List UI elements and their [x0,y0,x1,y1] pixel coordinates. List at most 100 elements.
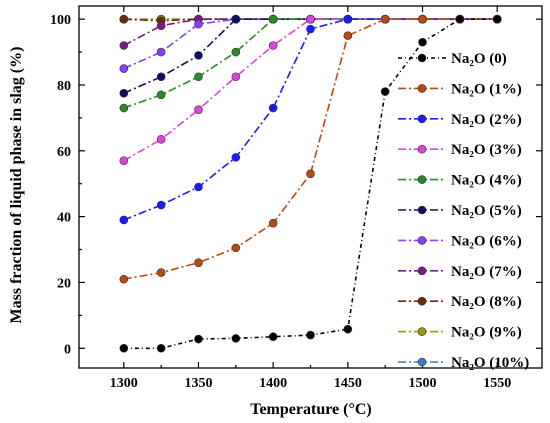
data-point [231,72,241,82]
x-tick-label: 1350 [184,376,212,391]
data-point [119,274,129,284]
data-point [380,14,390,24]
data-point [156,343,166,353]
data-point [119,41,129,50]
legend-item: Na₂O (2%) [398,112,522,128]
legend-label: Na₂O (2%) [451,112,522,128]
series-3 [119,14,502,165]
legend-item: Na₂O (5%) [398,203,522,219]
data-point [194,182,203,192]
legend-item: Na₂O (1%) [398,81,522,97]
legend-marker [417,53,427,63]
data-point [156,90,166,100]
x-tick-label: 1450 [334,376,362,391]
legend-marker [417,84,427,93]
legend-marker [417,266,427,276]
legend-item: Na₂O (10%) [398,355,529,371]
y-tick-label: 40 [57,211,71,226]
series-2 [119,14,502,225]
legend-label: Na₂O (8%) [451,294,522,310]
series-line [123,18,498,350]
legend-label: Na₂O (3%) [451,142,522,158]
legend-label: Na₂O (1%) [451,81,522,97]
legend-marker [417,296,427,306]
data-point [268,332,278,342]
data-point [194,72,203,82]
data-point [156,268,166,277]
data-point [194,334,203,344]
data-point [156,134,166,144]
axes-layer: 1300 1350 1400 1450 1500 1550 0 20 40 60 80 100 [50,5,543,391]
data-point [119,103,129,113]
data-point [343,31,353,40]
data-point [156,47,166,57]
data-point [156,200,166,210]
data-point [306,169,315,179]
data-point [268,218,278,228]
y-tick-label: 60 [57,145,71,160]
legend-label: Na₂O (10%) [451,355,529,371]
series-1 [119,14,502,284]
data-point [194,51,203,60]
data-point [231,14,241,24]
data-point [231,243,241,253]
legend-item: Na₂O (9%) [398,325,522,341]
y-tick-label: 100 [50,13,71,28]
legend-marker [417,144,427,154]
data-point [194,105,203,114]
data-point [119,215,129,225]
data-point [119,14,129,24]
data-point [268,103,278,113]
legend-label: Na₂O (6%) [451,233,522,249]
legend-marker [417,205,427,215]
data-point [306,24,315,34]
x-axis-title: Temperature (°C) [250,401,371,418]
legend-item: Na₂O (4%) [398,173,522,189]
legend-item: Na₂O (3%) [398,142,522,158]
series-layer [119,14,502,353]
data-point [119,343,129,353]
data-point [343,14,353,24]
data-point [156,21,166,31]
data-point [455,14,465,24]
y-axis-title: Mass fraction of liquid phase in slag (%… [8,47,25,324]
data-point [119,88,129,98]
data-point [194,258,203,267]
data-point [343,324,353,334]
data-point [231,47,241,57]
data-point [306,14,315,24]
legend-label: Na₂O (9%) [451,325,522,341]
legend: Na₂O (0) Na₂O (1%) Na₂O (2%) Na₂O (3%) Na₂O … [398,51,529,371]
data-point [156,72,166,82]
legend-label: Na₂O (4%) [451,173,522,189]
x-tick-label: 1300 [110,376,138,391]
legend-item: Na₂O (8%) [398,294,522,310]
series-0 [119,14,502,353]
legend-label: Na₂O (5%) [451,203,522,219]
data-point [380,87,390,96]
data-point [418,14,427,24]
data-point [306,330,315,340]
legend-item: Na₂O (6%) [398,233,522,249]
legend-marker [417,327,427,336]
data-point [231,334,241,343]
x-tick-label: 1550 [483,376,511,391]
y-tick-label: 20 [57,276,71,291]
legend-marker [417,357,427,367]
y-tick-label: 0 [64,342,71,357]
series-6 [119,14,502,73]
legend-marker [417,175,427,184]
series-line [123,18,498,162]
data-point [119,64,129,73]
y-tick-label: 80 [57,79,71,94]
data-point [231,153,241,162]
legend-label: Na₂O (7%) [451,264,522,280]
data-point [119,156,129,165]
x-tick-label: 1400 [259,376,287,391]
legend-marker [417,114,427,124]
data-point [268,41,278,50]
data-point [268,14,278,24]
legend-marker [417,236,427,245]
data-point [418,37,427,47]
legend-item: Na₂O (7%) [398,264,522,280]
